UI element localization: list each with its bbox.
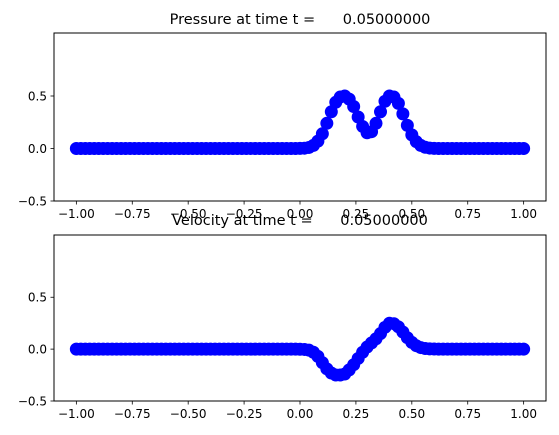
velocity-plot-frame [53, 234, 547, 402]
velocity-plot-point [517, 342, 531, 356]
pressure-plot: Pressure at time t = 0.05000000 −1.00 −0.… [18, 12, 547, 221]
pressure-plot-x-tick-label: 0.50 [398, 207, 425, 221]
velocity-plot-title: Velocity at time t = 0.05000000 [172, 213, 428, 229]
pressure-plot-point [320, 116, 334, 130]
pressure-plot-y-tick-label: 0.0 [28, 142, 47, 156]
velocity-plot-y-tick-label: −0.5 [18, 394, 47, 408]
pressure-plot-y-tick-label: −0.5 [18, 194, 47, 208]
velocity-plot-marks [69, 316, 531, 382]
velocity-plot-x-tick-label: −0.25 [226, 407, 263, 421]
pressure-plot-frame [53, 32, 547, 202]
pressure-plot-marks [69, 89, 531, 155]
velocity-plot-x-tick-label: −1.00 [58, 407, 95, 421]
pressure-plot-point [517, 142, 531, 155]
pressure-plot-x-tick-label: −1.00 [58, 207, 95, 221]
velocity-plot-ticks: −1.00 −0.75 −0.50 −0.25 0.00 0.25 0.50 0.75 1.00… [18, 291, 537, 421]
pressure-plot-x-tick-label: −0.25 [226, 207, 263, 221]
pressure-plot-title: Pressure at time t = 0.05000000 [170, 12, 431, 28]
pressure-plot-x-tick-label: −0.75 [114, 207, 151, 221]
pressure-plot-x-tick-label: 0.25 [343, 207, 370, 221]
pressure-plot-point [369, 116, 383, 130]
velocity-plot-x-tick-label: 0.25 [343, 407, 370, 421]
pressure-plot-x-tick-label: 0.75 [454, 207, 481, 221]
velocity-plot-x-tick-label: 1.00 [510, 407, 537, 421]
velocity-plot: −1.00 −0.75 −0.50 −0.25 0.00 0.25 0.50 0.75 1.00… [18, 213, 547, 421]
pressure-plot-x-tick-label: −0.50 [170, 207, 207, 221]
velocity-plot-y-tick-label: 0.5 [28, 291, 47, 305]
pressure-plot-x-tick-label: 1.00 [510, 207, 537, 221]
pressure-plot-point [396, 107, 410, 121]
pressure-plot-ticks: −1.00 −0.75 −0.50 −0.25 0.00 0.25 0.50 0.75 1.00… [18, 89, 537, 221]
velocity-plot-x-tick-label: 0.50 [398, 407, 425, 421]
velocity-plot-x-tick-label: 0.00 [287, 407, 314, 421]
velocity-plot-y-tick-label: 0.0 [28, 342, 47, 356]
velocity-plot-x-tick-label: −0.75 [114, 407, 151, 421]
pressure-plot-y-tick-label: 0.5 [28, 89, 47, 103]
velocity-plot-x-tick-label: −0.50 [170, 407, 207, 421]
pressure-plot-x-tick-label: 0.00 [287, 207, 314, 221]
velocity-plot-x-tick-label: 0.75 [454, 407, 481, 421]
